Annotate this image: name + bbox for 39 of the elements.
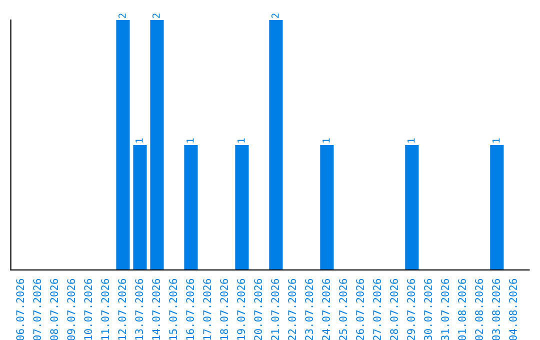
x-tick-label: 13.07.2026 <box>135 278 144 340</box>
x-tick-label: 31.07.2026 <box>441 278 449 340</box>
data-label: 1 <box>492 138 500 142</box>
x-tick-label: 27.07.2026 <box>373 278 381 340</box>
x-tick-label: 15.07.2026 <box>169 278 178 340</box>
x-tick-label: 06.07.2026 <box>16 278 24 340</box>
x-tick-label: 25.07.2026 <box>339 278 347 340</box>
x-tick-label: 29.07.2026 <box>407 278 415 340</box>
x-tick-label: 04.08.2026 <box>509 278 517 340</box>
x-tick-label: 07.07.2026 <box>33 278 42 340</box>
data-label: 1 <box>136 138 143 142</box>
data-label: 1 <box>238 138 245 142</box>
x-tick-label: 28.07.2026 <box>390 278 398 340</box>
x-tick-label: 22.07.2026 <box>288 278 296 340</box>
x-tick-label: 14.07.2026 <box>152 278 160 340</box>
x-tick-label: 18.07.2026 <box>220 278 228 340</box>
x-tick-label: 09.07.2026 <box>67 278 76 340</box>
x-tick-label: 20.07.2026 <box>254 278 262 340</box>
data-label: 1 <box>186 138 194 142</box>
x-tick-label: 16.07.2026 <box>186 278 194 340</box>
x-tick-label: 26.07.2026 <box>356 278 364 340</box>
x-tick-label: 17.07.2026 <box>203 278 212 340</box>
data-label: 2 <box>152 14 160 18</box>
x-tick-label: 23.07.2026 <box>305 278 313 340</box>
data-label: 1 <box>322 138 330 142</box>
x-tick-label: 24.07.2026 <box>322 278 330 340</box>
x-tick-label: 08.07.2026 <box>50 278 58 340</box>
data-label: 1 <box>408 138 415 142</box>
data-label: 2 <box>118 14 126 18</box>
x-tick-label: 30.07.2026 <box>424 278 432 340</box>
x-tick-label: 02.08.2026 <box>475 278 483 340</box>
x-tick-label: 10.07.2026 <box>84 278 92 340</box>
x-tick-label: 03.08.2026 <box>492 278 500 340</box>
x-tick-label: 21.07.2026 <box>271 278 279 340</box>
x-tick-label: 11.07.2026 <box>101 278 110 340</box>
x-tick-label: 19.07.2026 <box>237 278 246 340</box>
x-tick-label: 12.07.2026 <box>118 278 126 340</box>
x-tick-label: 01.08.2026 <box>458 278 466 340</box>
data-label: 2 <box>271 14 279 18</box>
